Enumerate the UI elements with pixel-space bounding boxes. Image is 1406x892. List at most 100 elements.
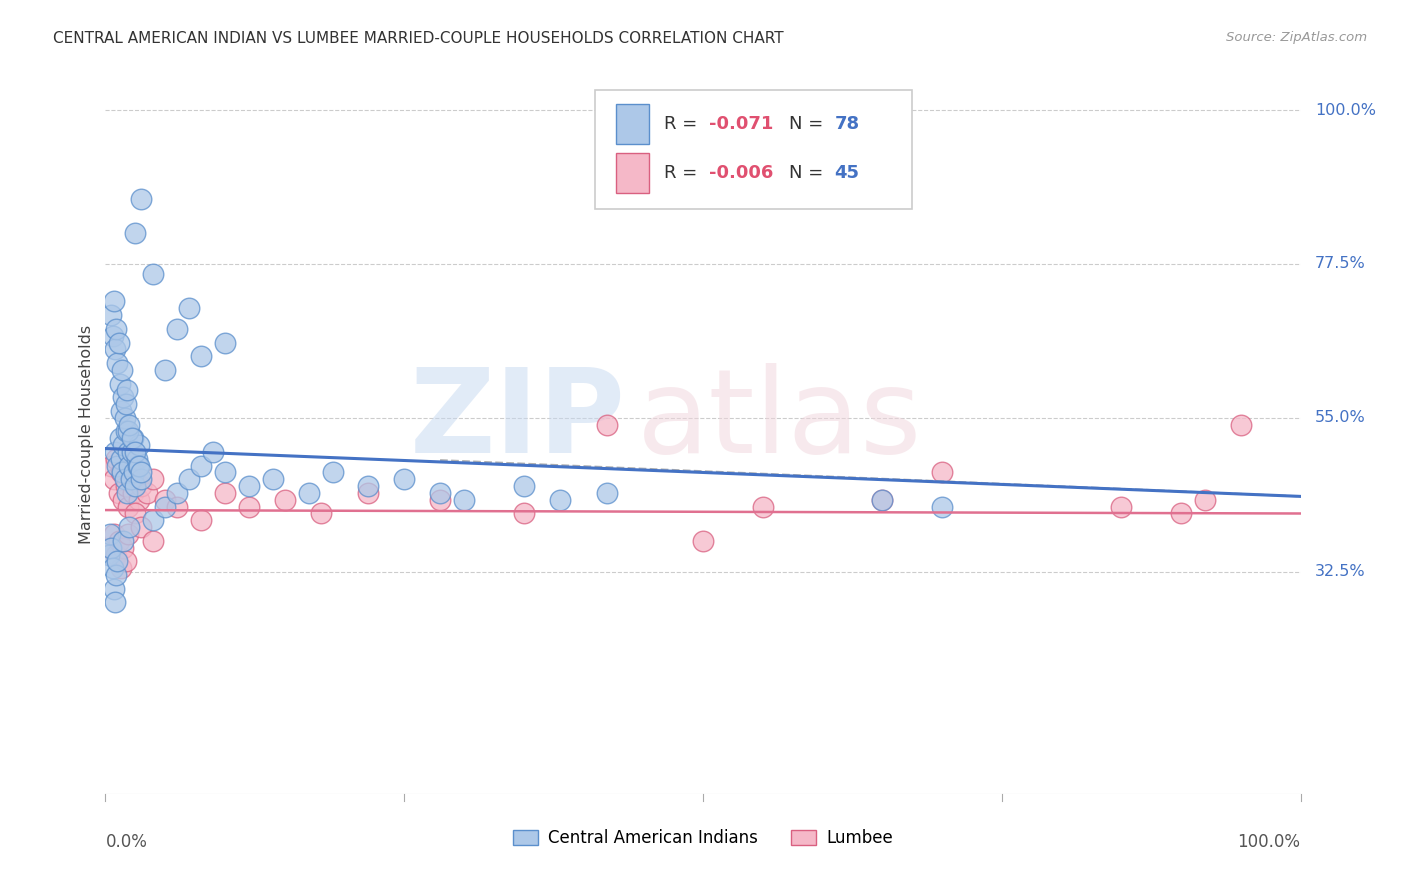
Text: ZIP: ZIP xyxy=(409,363,626,478)
Point xyxy=(100,308,122,322)
Point xyxy=(118,458,141,473)
Bar xyxy=(616,104,650,144)
Point xyxy=(1111,500,1133,514)
Point xyxy=(548,492,571,507)
Point xyxy=(129,466,153,480)
FancyBboxPatch shape xyxy=(596,90,912,209)
Point xyxy=(100,458,122,473)
Point xyxy=(104,595,127,609)
Point xyxy=(129,520,153,534)
Point xyxy=(115,384,138,398)
Point xyxy=(100,541,122,555)
Point xyxy=(105,451,128,466)
Point xyxy=(112,541,135,555)
Point xyxy=(112,390,135,404)
Point xyxy=(108,376,131,391)
Point xyxy=(107,533,129,548)
Point xyxy=(453,492,475,507)
Point xyxy=(262,472,284,486)
Point xyxy=(238,500,260,514)
Point xyxy=(107,486,129,500)
Point xyxy=(1170,507,1192,521)
Point xyxy=(596,417,619,432)
Point xyxy=(104,343,127,357)
Point xyxy=(190,458,212,473)
Point xyxy=(122,466,145,480)
Point xyxy=(190,349,212,363)
Point xyxy=(107,356,129,370)
Point xyxy=(177,301,201,316)
Point xyxy=(105,568,128,582)
Point xyxy=(136,486,159,500)
Point xyxy=(107,335,129,350)
Point xyxy=(124,507,146,521)
Point xyxy=(105,322,128,336)
Text: 100.0%: 100.0% xyxy=(1237,833,1301,851)
Point xyxy=(166,322,188,336)
Point xyxy=(357,486,380,500)
Text: 100.0%: 100.0% xyxy=(1315,103,1376,118)
Point xyxy=(98,527,121,541)
Point xyxy=(153,363,177,377)
Point xyxy=(105,548,128,562)
Point xyxy=(429,492,451,507)
Point xyxy=(214,486,236,500)
Point xyxy=(117,425,139,439)
Point xyxy=(118,417,141,432)
Point xyxy=(124,226,146,240)
Text: 45: 45 xyxy=(835,164,859,182)
Point xyxy=(120,472,142,486)
Point xyxy=(122,431,145,445)
Point xyxy=(103,582,125,596)
Point xyxy=(103,294,125,309)
Text: 0.0%: 0.0% xyxy=(105,833,148,851)
Point xyxy=(129,472,153,486)
Point xyxy=(166,500,188,514)
Point xyxy=(124,479,146,493)
Point xyxy=(101,561,124,575)
Point xyxy=(513,479,536,493)
Text: R =: R = xyxy=(664,115,703,133)
Point xyxy=(107,458,129,473)
Point xyxy=(110,404,132,418)
Point xyxy=(321,466,344,480)
Text: -0.071: -0.071 xyxy=(709,115,773,133)
Point xyxy=(513,507,536,521)
Point xyxy=(392,472,416,486)
Text: N =: N = xyxy=(789,164,830,182)
Point xyxy=(111,363,134,377)
Point xyxy=(122,486,145,500)
Point xyxy=(129,479,153,493)
Point xyxy=(110,451,132,466)
Point xyxy=(596,486,619,500)
Text: atlas: atlas xyxy=(637,363,922,478)
Point xyxy=(298,486,321,500)
Point xyxy=(120,466,142,480)
Point xyxy=(114,472,136,486)
Text: 32.5%: 32.5% xyxy=(1315,564,1365,579)
Point xyxy=(1229,417,1251,432)
Bar xyxy=(616,153,650,193)
Point xyxy=(112,533,135,548)
Point xyxy=(357,479,380,493)
Point xyxy=(98,548,121,562)
Text: N =: N = xyxy=(789,115,830,133)
Point xyxy=(142,533,165,548)
Point xyxy=(107,554,129,568)
Point xyxy=(931,500,953,514)
Point xyxy=(110,561,132,575)
Text: 77.5%: 77.5% xyxy=(1315,256,1365,271)
Point xyxy=(110,466,132,480)
Point xyxy=(125,451,148,466)
Point xyxy=(112,492,135,507)
Point xyxy=(142,267,165,281)
Point xyxy=(124,445,146,459)
Point xyxy=(429,486,451,500)
Point xyxy=(127,458,149,473)
Point xyxy=(112,438,135,452)
Point xyxy=(121,431,143,445)
Text: CENTRAL AMERICAN INDIAN VS LUMBEE MARRIED-COUPLE HOUSEHOLDS CORRELATION CHART: CENTRAL AMERICAN INDIAN VS LUMBEE MARRIE… xyxy=(53,31,785,46)
Point xyxy=(872,492,894,507)
Text: 78: 78 xyxy=(835,115,859,133)
Point xyxy=(153,492,177,507)
